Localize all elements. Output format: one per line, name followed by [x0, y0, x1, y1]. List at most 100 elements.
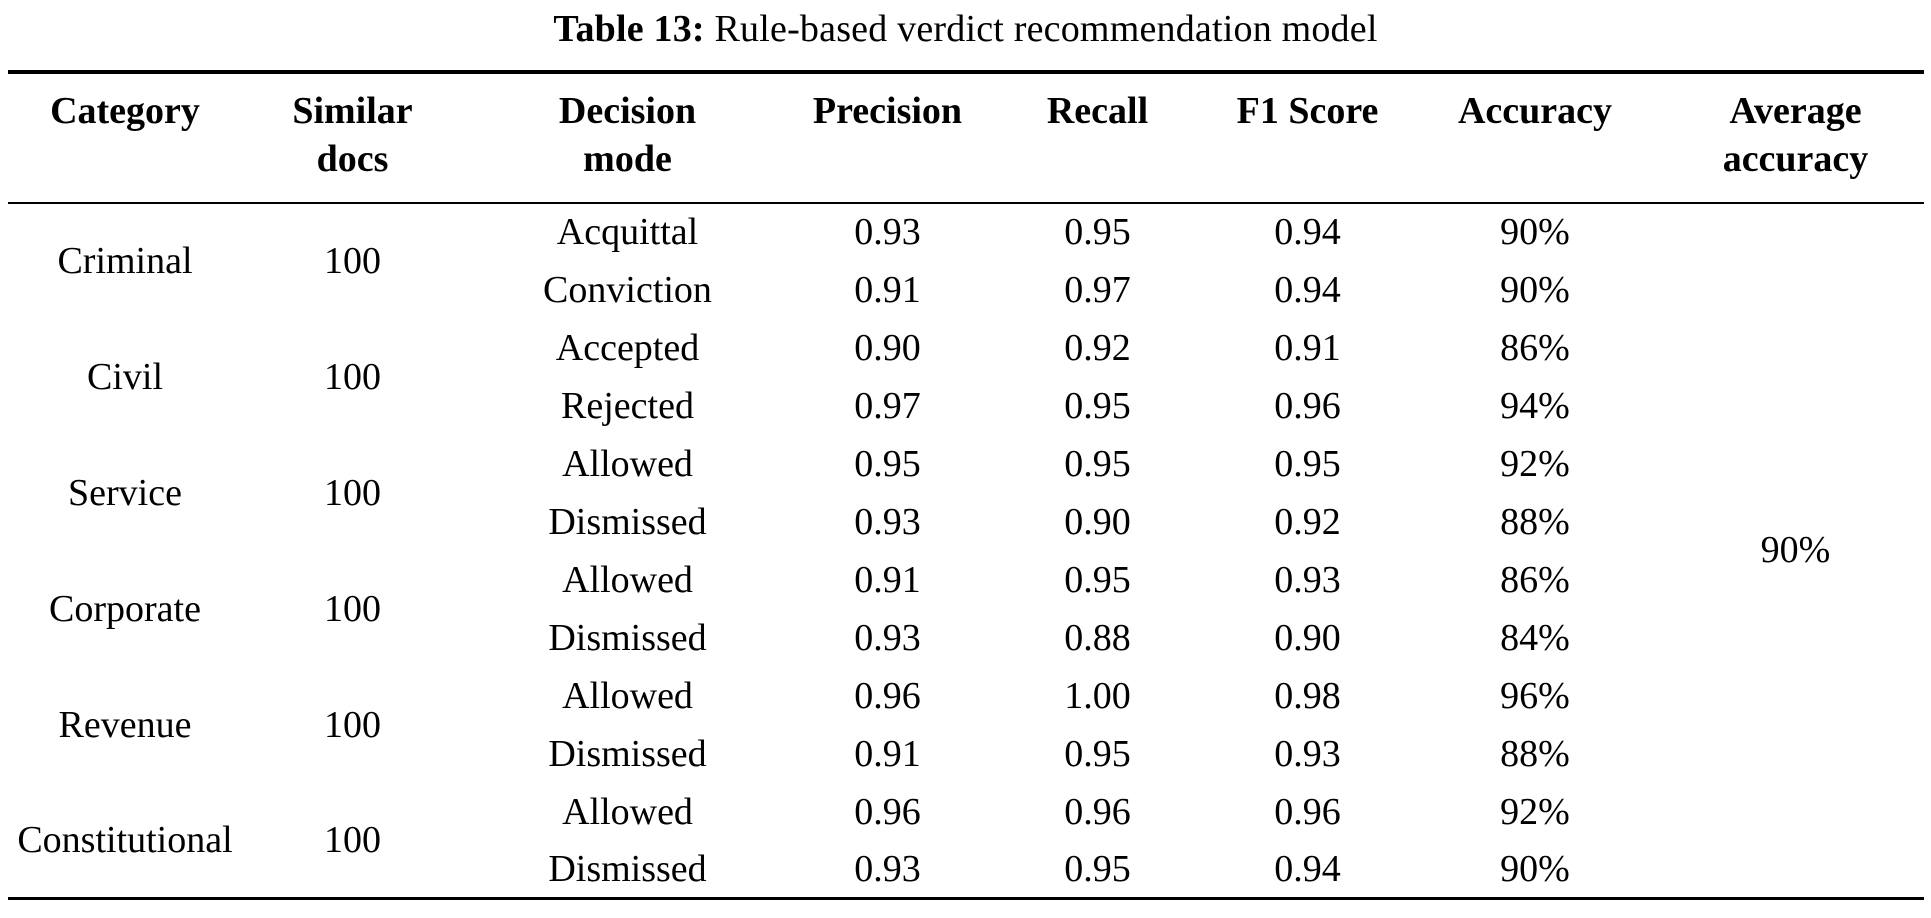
accuracy-cell: 96% — [1500, 674, 1570, 717]
accuracy-cell: 86% — [1500, 558, 1570, 601]
decision-mode-cell: Acquittal — [556, 211, 699, 254]
precision-cell: 0.95 — [854, 442, 921, 485]
category-cell: Revenue — [58, 703, 192, 746]
f1-score-cell: 0.93 — [1274, 558, 1341, 601]
table-row: Civil 100 Accepted 0.90 0.92 0.91 86% — [8, 319, 1924, 396]
f1-score-cell: 0.90 — [1274, 616, 1341, 659]
f1-score-cell: 0.98 — [1274, 674, 1341, 717]
precision-cell: 0.93 — [854, 847, 921, 890]
f1-score-cell: 0.95 — [1274, 442, 1341, 485]
precision-cell: 0.91 — [854, 732, 921, 775]
table-caption-text: Rule-based verdict recommendation model — [714, 8, 1378, 50]
accuracy-cell: 90% — [1500, 211, 1570, 254]
precision-cell: 0.93 — [854, 616, 921, 659]
accuracy-cell: 84% — [1500, 616, 1570, 659]
table-row: Service 100 Allowed 0.95 0.95 0.95 92% — [8, 435, 1924, 512]
precision-cell: 0.93 — [854, 211, 921, 254]
accuracy-cell: 94% — [1500, 384, 1570, 427]
precision-cell: 0.90 — [854, 326, 921, 369]
f1-score-cell: 0.91 — [1274, 326, 1341, 369]
table-body: Criminal 100 Acquittal 0.93 0.95 0.94 90… — [8, 203, 1924, 899]
recall-cell: 0.97 — [1064, 268, 1131, 311]
precision-cell: 0.96 — [854, 790, 921, 833]
decision-mode-cell: Dismissed — [548, 732, 707, 775]
decision-mode-cell: Allowed — [562, 558, 693, 601]
table-header: Category Similar docs Decision mode Prec… — [7, 71, 1924, 204]
accuracy-cell: 86% — [1500, 326, 1570, 369]
recall-cell: 0.95 — [1064, 442, 1131, 485]
decision-mode-cell: Dismissed — [548, 847, 707, 890]
precision-cell: 0.96 — [854, 674, 921, 717]
f1-score-cell: 0.94 — [1274, 268, 1341, 311]
category-cell: Constitutional — [17, 818, 233, 861]
decision-mode-cell: Allowed — [562, 674, 693, 717]
col-header-f1-score: F1 Score — [1212, 71, 1403, 204]
similar-docs-cell: 100 — [324, 587, 381, 630]
table-row: Conviction 0.91 0.97 0.94 90% — [8, 261, 1924, 319]
f1-score-cell: 0.96 — [1274, 384, 1341, 427]
recall-cell: 0.92 — [1064, 326, 1131, 369]
accuracy-cell: 92% — [1500, 790, 1570, 833]
decision-mode-cell: Dismissed — [548, 500, 707, 543]
accuracy-cell: 92% — [1500, 442, 1570, 485]
table-row: Corporate 100 Allowed 0.91 0.95 0.93 86% — [8, 551, 1924, 628]
verdict-recommendation-table: Category Similar docs Decision mode Prec… — [7, 69, 1924, 901]
table-caption: Table 13: Rule-based verdict recommendat… — [0, 0, 1931, 52]
recall-cell: 1.00 — [1064, 674, 1131, 717]
col-header-recall: Recall — [982, 71, 1213, 204]
table-row: Constitutional 100 Allowed 0.96 0.96 0.9… — [8, 783, 1924, 859]
table-row: Revenue 100 Allowed 0.96 1.00 0.98 96% — [8, 667, 1924, 744]
col-header-decision-mode: Decision mode — [462, 71, 793, 204]
decision-mode-cell: Allowed — [562, 442, 693, 485]
recall-cell: 0.90 — [1064, 500, 1131, 543]
accuracy-cell: 88% — [1500, 732, 1570, 775]
accuracy-cell: 90% — [1500, 268, 1570, 311]
col-header-precision: Precision — [792, 71, 983, 204]
accuracy-cell: 90% — [1500, 847, 1570, 890]
recall-cell: 0.95 — [1064, 384, 1131, 427]
similar-docs-cell: 100 — [324, 818, 381, 861]
col-header-category: Category — [7, 71, 243, 204]
decision-mode-cell: Rejected — [561, 384, 694, 427]
category-cell: Service — [68, 471, 182, 514]
similar-docs-cell: 100 — [324, 703, 381, 746]
average-accuracy-cell: 90% — [1760, 529, 1831, 572]
f1-score-cell: 0.94 — [1274, 211, 1341, 254]
decision-mode-cell: Dismissed — [548, 616, 707, 659]
precision-cell: 0.93 — [854, 500, 921, 543]
table-row: Dismissed 0.93 0.95 0.94 90% — [8, 841, 1924, 899]
col-header-accuracy: Accuracy — [1402, 71, 1668, 204]
table-caption-label: Table 13: — [553, 8, 705, 50]
decision-mode-cell: Conviction — [543, 268, 712, 311]
recall-cell: 0.88 — [1064, 616, 1131, 659]
category-cell: Criminal — [57, 240, 193, 283]
table-row: Dismissed 0.93 0.88 0.90 84% — [8, 609, 1924, 667]
precision-cell: 0.91 — [854, 558, 921, 601]
decision-mode-cell: Allowed — [562, 790, 693, 833]
f1-score-cell: 0.96 — [1274, 790, 1341, 833]
recall-cell: 0.95 — [1064, 558, 1131, 601]
table-row: Dismissed 0.91 0.95 0.93 88% — [8, 725, 1924, 783]
table-row: Rejected 0.97 0.95 0.96 94% — [8, 377, 1924, 435]
table-row: Dismissed 0.93 0.90 0.92 88% — [8, 493, 1924, 551]
category-cell: Civil — [86, 355, 164, 398]
recall-cell: 0.95 — [1064, 847, 1131, 890]
precision-cell: 0.91 — [854, 268, 921, 311]
precision-cell: 0.97 — [854, 384, 921, 427]
recall-cell: 0.96 — [1064, 790, 1131, 833]
col-header-average-accuracy: Average accuracy — [1667, 71, 1924, 204]
decision-mode-cell: Accepted — [555, 326, 700, 369]
header-row: Category Similar docs Decision mode Prec… — [7, 71, 1924, 204]
similar-docs-cell: 100 — [324, 471, 381, 514]
recall-cell: 0.95 — [1064, 211, 1131, 254]
accuracy-cell: 88% — [1500, 500, 1570, 543]
table-row: Criminal 100 Acquittal 0.93 0.95 0.94 90… — [8, 203, 1924, 569]
similar-docs-cell: 100 — [324, 355, 381, 398]
similar-docs-cell: 100 — [324, 240, 381, 283]
f1-score-cell: 0.92 — [1274, 500, 1341, 543]
category-cell: Corporate — [49, 587, 201, 630]
recall-cell: 0.95 — [1064, 732, 1131, 775]
f1-score-cell: 0.94 — [1274, 847, 1341, 890]
col-header-similar-docs: Similar docs — [242, 71, 463, 204]
